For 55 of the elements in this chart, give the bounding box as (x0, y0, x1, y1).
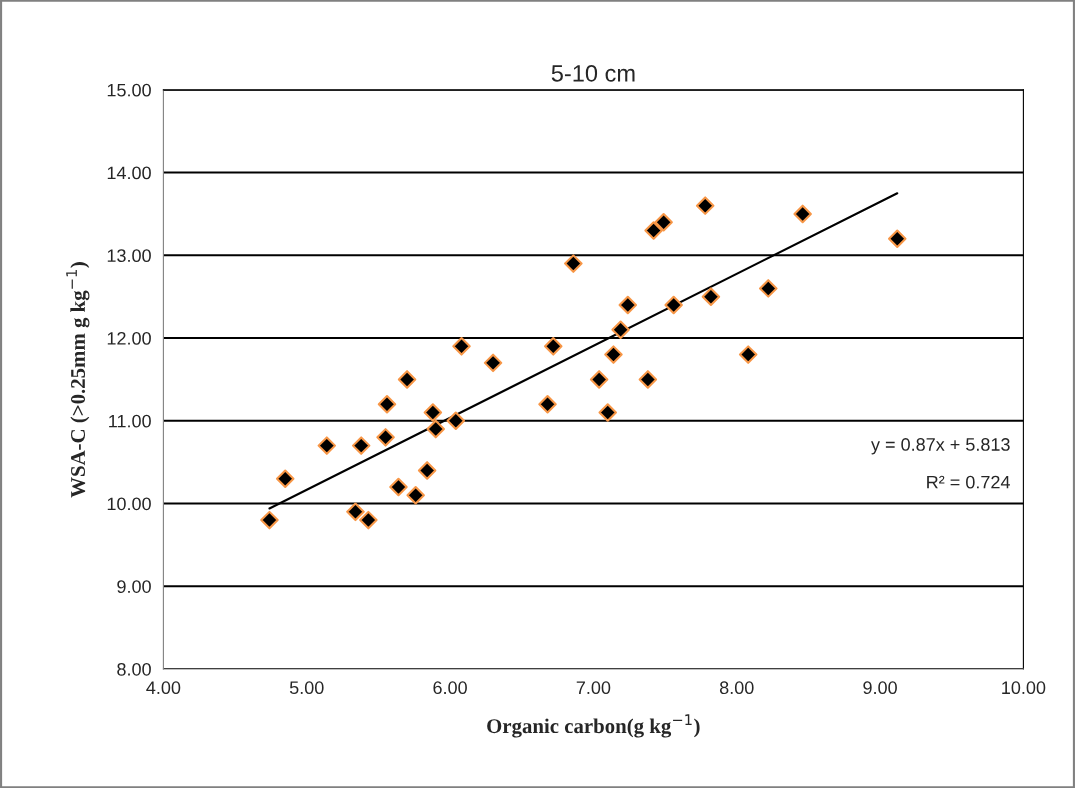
point (317, 436, 337, 455)
point (664, 295, 683, 315)
y-tick-label: 9.00 (117, 580, 151, 593)
x-axis-title: Organic carbon(g kg$^{−1}$) (487, 714, 700, 738)
point (446, 411, 466, 431)
y-tick-label: 14.00 (107, 166, 151, 180)
annotation: R² = 0.724 (927, 475, 1010, 489)
point (701, 287, 721, 306)
point (544, 337, 563, 356)
chart-title: 5-10 cm (551, 65, 635, 82)
point (376, 428, 395, 447)
y-tick-label: 11.00 (109, 414, 151, 428)
x-tick-label: 6.00 (433, 681, 467, 695)
point (377, 394, 397, 414)
point (423, 403, 443, 422)
point (564, 254, 583, 273)
y-tick-label: 8.00 (117, 662, 151, 676)
x-tick-label: 5.00 (289, 681, 324, 695)
point (406, 486, 425, 505)
point (359, 510, 378, 530)
annotation: y = 0.87x + 5.813 (871, 438, 1010, 455)
point (426, 419, 445, 439)
x-tick-label: 4.00 (146, 681, 181, 695)
x-tick-label: 10.00 (1002, 681, 1046, 695)
point (417, 461, 437, 480)
x-tick-label: 8.00 (719, 681, 754, 695)
point (654, 212, 673, 232)
point (351, 436, 371, 455)
y-tick-label: 13.00 (107, 249, 151, 263)
point (275, 469, 295, 488)
point (589, 370, 609, 389)
point (389, 477, 408, 497)
point (483, 353, 503, 373)
point (759, 279, 778, 298)
point (452, 337, 471, 356)
point (644, 221, 663, 240)
point (738, 345, 758, 364)
y-tick-label: 12.00 (107, 331, 151, 345)
y-axis-title: WSA-C (>0.25mm g kg$^{−1}$) (66, 262, 90, 498)
point (618, 295, 638, 315)
point (397, 370, 417, 389)
x-tick-label: 7.00 (576, 681, 611, 695)
y-tick-label: 15.00 (107, 83, 151, 97)
point (611, 320, 630, 340)
point (260, 510, 279, 530)
point (538, 394, 557, 414)
y-tick-label: 10.00 (107, 497, 151, 511)
point (346, 502, 365, 522)
point (604, 345, 623, 364)
point (598, 403, 617, 422)
x-tick-label: 9.00 (863, 681, 897, 695)
point (638, 370, 658, 389)
point (695, 196, 715, 215)
point (793, 204, 812, 224)
point (888, 229, 907, 249)
